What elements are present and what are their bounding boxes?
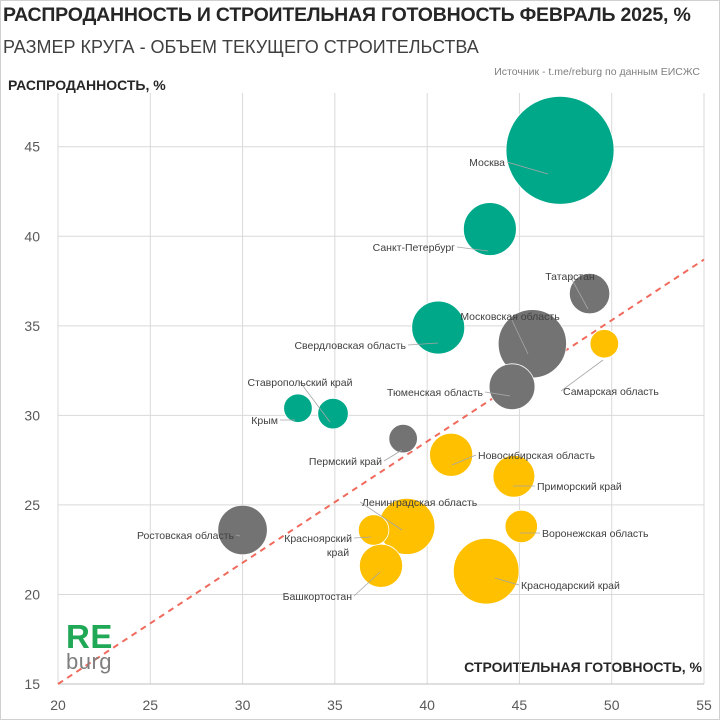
bubble-9 xyxy=(217,504,268,556)
x-tick-label: 50 xyxy=(604,697,620,713)
bubble-label-12: Приморский край xyxy=(537,481,622,493)
bubble-1 xyxy=(463,202,517,256)
y-tick-label: 20 xyxy=(24,586,40,602)
y-tick-label: 45 xyxy=(24,139,40,155)
leader-line xyxy=(484,391,511,397)
leader-line xyxy=(560,359,604,392)
bubble-label-9: Ростовская область xyxy=(137,530,235,542)
bubble-10 xyxy=(589,329,620,359)
x-tick-label: 30 xyxy=(235,697,251,713)
bubbles xyxy=(217,95,620,605)
bubble-7 xyxy=(488,363,536,411)
bubble-8 xyxy=(388,423,418,454)
bubble-label-3: Ставропольский край xyxy=(248,377,353,389)
y-axis-label: РАСПРОДАННОСТЬ, % xyxy=(8,77,166,93)
bubble-4 xyxy=(283,393,313,423)
bubble-12 xyxy=(492,454,536,498)
bubble-11 xyxy=(429,432,474,477)
leader-line xyxy=(353,571,381,597)
bubble-label-14: Воронежская область xyxy=(542,528,649,540)
bubble-label-6: Московская область xyxy=(460,311,560,323)
y-tick-label: 15 xyxy=(24,676,40,692)
leader-line xyxy=(383,449,403,462)
trendline xyxy=(57,258,705,685)
tick-labels: 20 25 30 35 40 45 50 55 15 20 25 30 35 40 45 xyxy=(24,139,712,713)
leader-line xyxy=(569,275,589,310)
leader-line xyxy=(456,246,489,252)
bubble-15 xyxy=(357,514,390,546)
logo-re-text: RE xyxy=(66,618,113,655)
chart-subtitle: РАЗМЕР КРУГА - ОБЪЕМ ТЕКУЩЕГО СТРОИТЕЛЬС… xyxy=(3,37,479,57)
x-tick-label: 40 xyxy=(419,697,435,713)
reburg-logo: RE burg xyxy=(66,620,113,673)
x-axis-label: СТРОИТЕЛЬНАЯ ГОТОВНОСТЬ, % xyxy=(464,659,702,675)
bubble-17 xyxy=(358,543,403,588)
y-tick-label: 35 xyxy=(24,318,40,334)
bubble-0 xyxy=(505,95,615,205)
bubble-5 xyxy=(568,272,611,315)
y-tick-label: 40 xyxy=(24,228,40,244)
bubble-label-17: Башкортостан xyxy=(283,591,353,603)
bubble-label-7: Тюменская область xyxy=(387,387,483,399)
bubble-2 xyxy=(411,300,466,355)
bubble-label-15: Красноярский край xyxy=(284,533,352,559)
leader-line xyxy=(506,161,549,175)
bubble-label-11: Новосибирская область xyxy=(478,450,595,462)
leader-line xyxy=(509,315,529,355)
bubble-label-4: Крым xyxy=(251,415,278,427)
y-tick-label: 30 xyxy=(24,407,40,423)
leader-line xyxy=(359,501,403,531)
x-tick-label: 20 xyxy=(50,697,66,713)
logo-burg-text: burg xyxy=(66,649,113,674)
bubble-16 xyxy=(452,537,520,605)
bubble-label-0: Москва xyxy=(469,157,505,169)
bubble-label-8: Пермский край xyxy=(309,456,382,468)
x-tick-label: 25 xyxy=(142,697,158,713)
y-tick-label: 25 xyxy=(24,497,40,513)
leader-line xyxy=(407,342,439,346)
leader-line xyxy=(451,454,477,466)
leader-line xyxy=(235,534,241,537)
bubble-3 xyxy=(317,397,349,430)
bubble-label-2: Свердловская область xyxy=(294,340,406,352)
leader-line xyxy=(494,577,520,586)
bubble-14 xyxy=(504,509,538,544)
bubble-label-10: Самарская область xyxy=(563,386,659,398)
source-note: Источник - t.me/reburg по данным ЕИСЖС xyxy=(494,66,700,78)
bubble-labels: Москва Санкт-Петербург Свердловская област… xyxy=(137,157,659,603)
leader-line xyxy=(299,381,331,423)
bubble-label-5: Татарстан xyxy=(545,271,595,283)
x-tick-label: 35 xyxy=(327,697,343,713)
chart-title: РАСПРОДАННОСТЬ И СТРОИТЕЛЬНАЯ ГОТОВНОСТЬ… xyxy=(3,4,691,26)
x-tick-label: 55 xyxy=(696,697,712,713)
bubble-label-1: Санкт-Петербург xyxy=(373,242,456,254)
trendline-dashed xyxy=(57,258,705,685)
bubble-label-16: Краснодарский край xyxy=(521,580,620,592)
x-tick-label: 45 xyxy=(512,697,528,713)
bubble-label-13: Ленинградская область xyxy=(362,497,478,509)
leader-line xyxy=(353,536,372,539)
